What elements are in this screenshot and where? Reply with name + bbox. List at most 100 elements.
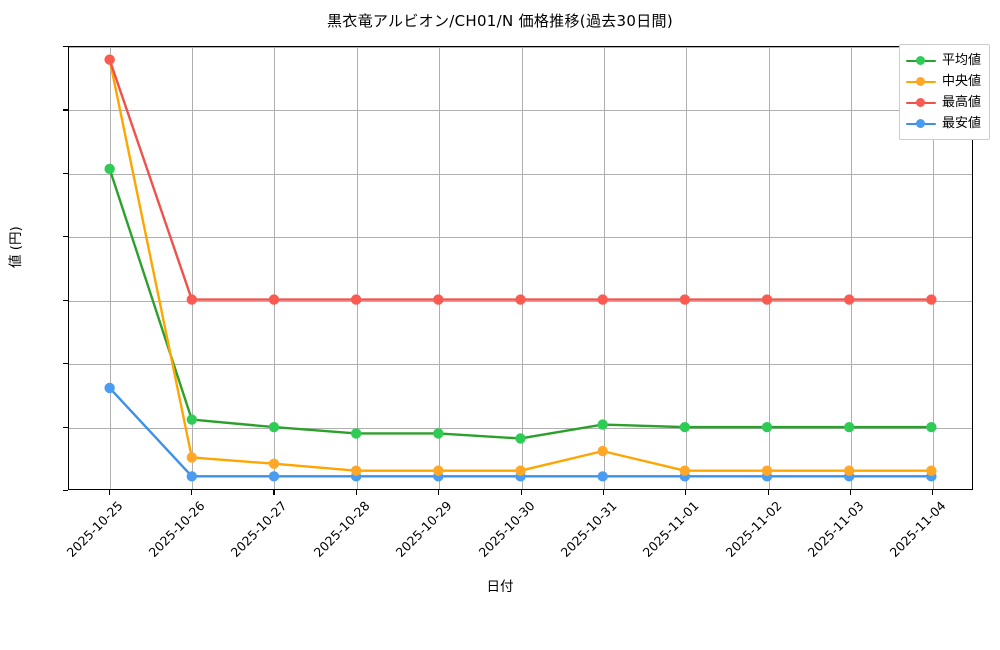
x-tick-label: 2025-11-02 xyxy=(722,498,785,560)
x-tick-mark xyxy=(355,490,357,495)
data-point-marker xyxy=(350,428,362,439)
gridline-vertical xyxy=(850,47,852,489)
gridline-vertical xyxy=(356,47,358,489)
gridline-vertical xyxy=(109,47,111,489)
data-point-marker xyxy=(350,465,362,476)
series-line xyxy=(108,386,933,478)
x-tick-label: 2025-10-25 xyxy=(63,498,126,560)
x-tick-mark xyxy=(932,490,934,495)
gridline-horizontal xyxy=(69,173,972,175)
legend-swatch-icon xyxy=(905,75,936,89)
legend-swatch-icon xyxy=(905,117,936,131)
data-point-marker xyxy=(597,445,608,457)
x-tick-mark xyxy=(108,490,110,495)
x-tick-mark xyxy=(191,490,193,495)
data-point-marker xyxy=(761,294,773,305)
x-tick-mark xyxy=(273,490,275,495)
data-point-marker xyxy=(186,294,197,305)
x-tick-mark xyxy=(685,490,687,495)
x-tick-label: 2025-11-04 xyxy=(886,498,949,560)
y-tick-mark xyxy=(63,490,68,492)
gridline-horizontal xyxy=(69,47,972,48)
data-point-marker xyxy=(268,294,280,305)
data-point-marker xyxy=(104,382,115,394)
x-tick-label: 2025-10-29 xyxy=(392,498,455,560)
data-point-marker xyxy=(515,294,526,305)
data-point-marker xyxy=(926,421,937,433)
y-tick-mark xyxy=(63,172,68,174)
data-point-marker xyxy=(350,294,362,305)
legend-item-3[interactable]: 最高値 xyxy=(905,92,981,113)
legend-item-1[interactable]: 平均値 xyxy=(905,50,981,71)
data-point-marker xyxy=(844,465,855,476)
y-tick-mark xyxy=(63,109,68,111)
data-point-marker xyxy=(268,471,280,482)
data-point-marker xyxy=(433,428,444,439)
data-point-marker xyxy=(104,54,115,65)
data-point-marker xyxy=(268,421,280,433)
y-tick-mark xyxy=(63,299,68,301)
plot-area xyxy=(68,46,973,490)
data-point-marker xyxy=(926,294,937,305)
legend-item-4[interactable]: 最安値 xyxy=(905,113,981,134)
series-line xyxy=(108,58,933,301)
legend-label: 最安値 xyxy=(941,116,981,131)
data-point-marker xyxy=(433,294,444,305)
data-point-marker xyxy=(679,294,691,305)
y-tick-mark xyxy=(63,363,68,365)
x-tick-mark xyxy=(438,490,440,495)
y-tick-mark xyxy=(63,426,68,428)
legend-swatch-icon xyxy=(905,54,936,68)
y-axis-label: 値 (円) xyxy=(8,226,24,268)
y-tick-mark xyxy=(63,236,68,238)
data-point-marker xyxy=(268,458,280,469)
data-point-marker xyxy=(844,421,855,433)
x-tick-label: 2025-11-03 xyxy=(804,498,867,560)
data-point-marker xyxy=(515,465,526,476)
gridline-horizontal xyxy=(69,237,972,239)
gridline-vertical xyxy=(603,47,605,489)
legend-label: 平均値 xyxy=(941,53,981,68)
chart-legend: 平均値中央値最高値最安値 xyxy=(898,44,990,140)
gridline-vertical xyxy=(933,47,935,489)
data-point-marker xyxy=(926,465,937,476)
data-point-marker xyxy=(844,294,855,305)
gridline-horizontal xyxy=(69,427,972,429)
legend-item-2[interactable]: 中央値 xyxy=(905,71,981,92)
legend-label: 中央値 xyxy=(941,74,981,89)
data-point-marker xyxy=(761,421,773,433)
legend-swatch-icon xyxy=(905,96,936,110)
gridline-horizontal xyxy=(69,110,972,112)
gridline-vertical xyxy=(192,47,194,489)
gridline-vertical xyxy=(768,47,770,489)
x-tick-label: 2025-11-01 xyxy=(639,498,702,560)
data-point-marker xyxy=(186,471,197,482)
x-tick-label: 2025-10-28 xyxy=(310,498,373,560)
legend-label: 最高値 xyxy=(941,95,981,110)
data-point-marker xyxy=(186,414,197,425)
x-tick-mark xyxy=(602,490,604,495)
gridline-vertical xyxy=(521,47,523,489)
series-lines xyxy=(104,54,937,482)
x-tick-label: 2025-10-31 xyxy=(557,498,620,560)
chart-figure: 黒衣竜アルビオン/CH01/N 価格推移(過去30日間) 値 (円) 日付 01… xyxy=(8,12,990,595)
x-tick-label: 2025-10-30 xyxy=(475,498,538,560)
data-point-marker xyxy=(679,465,691,476)
x-tick-mark xyxy=(849,490,851,495)
x-axis-label: 日付 xyxy=(486,579,514,595)
gridline-vertical xyxy=(686,47,688,489)
data-point-marker xyxy=(597,471,608,482)
data-point-marker xyxy=(597,419,608,430)
data-point-marker xyxy=(186,452,197,463)
gridline-horizontal xyxy=(69,364,972,366)
y-tick-mark xyxy=(63,46,68,48)
chart-title: 黒衣竜アルビオン/CH01/N 価格推移(過去30日間) xyxy=(327,12,673,30)
x-tick-label: 2025-10-27 xyxy=(228,498,291,560)
data-point-marker xyxy=(433,465,444,476)
data-point-marker xyxy=(104,163,115,175)
gridline-vertical xyxy=(439,47,441,489)
gridline-vertical xyxy=(274,47,276,489)
data-point-marker xyxy=(761,465,773,476)
x-tick-mark xyxy=(520,490,522,495)
data-point-marker xyxy=(597,294,608,305)
